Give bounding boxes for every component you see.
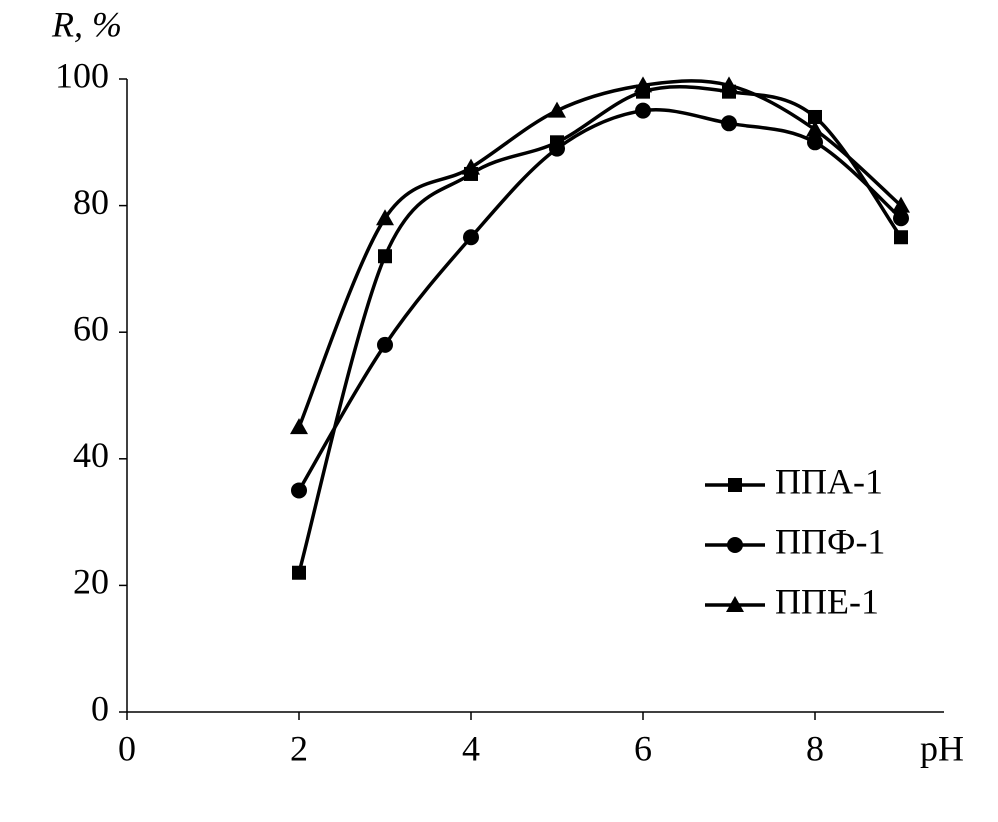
x-tick-label: 2 xyxy=(290,728,308,768)
data-point xyxy=(893,210,909,227)
data-point xyxy=(548,101,566,118)
legend-marker xyxy=(727,537,743,553)
series-line xyxy=(297,79,903,428)
data-point xyxy=(376,209,394,226)
data-point xyxy=(290,418,308,435)
legend-marker xyxy=(726,596,744,612)
y-tick-label: 60 xyxy=(73,308,109,348)
y-tick-label: 0 xyxy=(91,688,109,728)
data-point xyxy=(291,482,307,499)
data-point xyxy=(292,565,306,580)
y-tick-label: 100 xyxy=(55,55,109,95)
data-point xyxy=(549,140,565,157)
data-point xyxy=(462,158,480,175)
legend-label: ППА-1 xyxy=(775,461,883,501)
data-point xyxy=(463,229,479,246)
data-point xyxy=(894,230,908,245)
x-tick-label: 0 xyxy=(118,728,136,768)
data-point xyxy=(892,196,910,213)
x-tick-label: 4 xyxy=(462,728,480,768)
data-point xyxy=(721,115,737,132)
legend-marker xyxy=(728,478,742,492)
data-point xyxy=(720,76,738,93)
legend-label: ППЕ-1 xyxy=(775,581,879,621)
data-point xyxy=(635,102,651,119)
data-point xyxy=(634,76,652,93)
data-point xyxy=(808,109,822,124)
y-axis-label: R, % xyxy=(51,4,122,44)
data-point xyxy=(807,134,823,151)
x-tick-label: 8 xyxy=(806,728,824,768)
y-tick-label: 20 xyxy=(73,562,109,602)
y-tick-label: 80 xyxy=(73,182,109,222)
x-tick-label: 6 xyxy=(634,728,652,768)
legend-label: ППФ-1 xyxy=(775,521,885,561)
series-line xyxy=(297,108,903,492)
y-tick-label: 40 xyxy=(73,435,109,475)
data-point xyxy=(378,249,392,264)
x-axis-label: pH xyxy=(920,728,964,768)
data-point xyxy=(806,120,824,137)
data-point xyxy=(377,336,393,353)
